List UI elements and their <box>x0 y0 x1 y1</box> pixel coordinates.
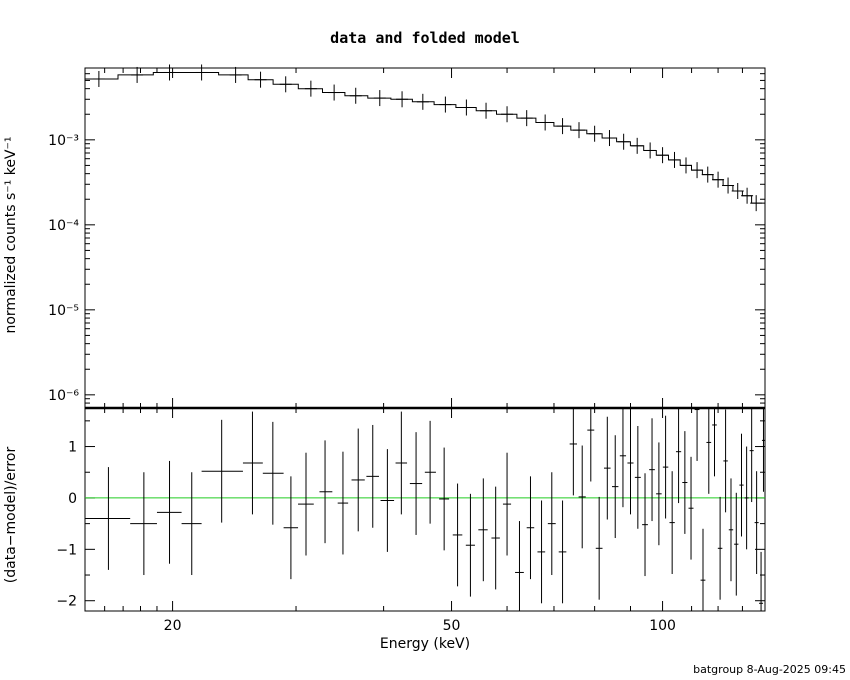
x-tick-label: 20 <box>164 618 182 634</box>
y-tick-label: −1 <box>56 542 77 558</box>
x-tick-label: 100 <box>649 618 676 634</box>
chart-title: data and folded model <box>330 29 520 47</box>
bottom-y-axis-label: (data−model)/error <box>3 447 19 584</box>
y-tick-label: 10⁻⁶ <box>48 388 79 404</box>
x-axis-label: Energy (keV) <box>380 636 470 652</box>
y-tick-label: 0 <box>68 491 77 507</box>
y-tick-label: 10⁻⁴ <box>48 218 79 234</box>
y-tick-label: 10⁻⁵ <box>48 303 79 319</box>
top-panel-frame <box>84 67 766 409</box>
x-tick-label: 50 <box>443 618 461 634</box>
y-tick-label: 1 <box>68 440 77 456</box>
top-panel-ticks: 10⁻³ 10⁻⁴ 10⁻⁵ 10⁻⁶ <box>48 67 766 409</box>
top-panel-data <box>85 64 765 212</box>
y-tick-label: 10⁻³ <box>48 133 79 149</box>
bottom-panel-frame <box>84 407 766 612</box>
footer-stamp: batgroup 8-Aug-2025 09:45 <box>693 663 846 676</box>
bottom-panel-data <box>85 408 765 611</box>
y-tick-label: −2 <box>56 594 77 610</box>
top-y-axis-label: normalized counts s⁻¹ keV⁻¹ <box>3 136 19 333</box>
bottom-panel-ticks: 20 50 100 1 0 −1 −2 <box>56 408 766 634</box>
model-step-line <box>85 72 765 204</box>
